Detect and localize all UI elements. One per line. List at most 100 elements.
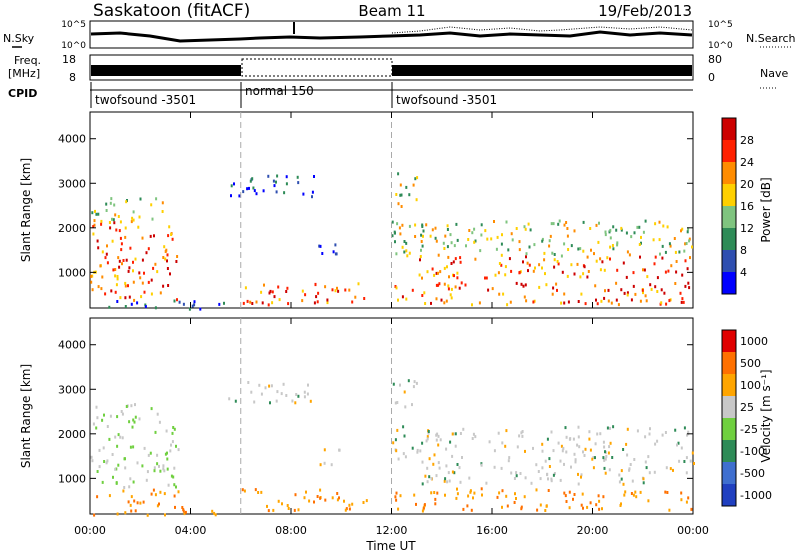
velocity-cell	[402, 452, 405, 456]
power-cell	[317, 291, 320, 295]
power-cell	[579, 275, 582, 279]
power-cell	[586, 275, 589, 279]
velocity-colorbar-tick: -100	[740, 445, 765, 458]
velocity-cell	[96, 470, 99, 473]
power-cell	[118, 265, 121, 269]
velocity-cell	[568, 490, 571, 494]
velocity-cell	[416, 450, 419, 454]
power-cell	[406, 254, 409, 258]
velocity-cell	[647, 499, 650, 503]
power-cell	[548, 239, 551, 243]
power-cell	[97, 285, 100, 289]
power-cell	[140, 295, 143, 299]
colorbar-segment	[722, 228, 736, 250]
power-cell	[500, 263, 503, 267]
power-cell	[105, 252, 108, 256]
cpid-segment-2: normal 150	[245, 84, 314, 98]
velocity-cell	[338, 448, 341, 452]
power-cell	[541, 266, 543, 270]
velocity-cell	[362, 501, 365, 504]
velocity-cell	[608, 468, 611, 472]
power-colorbar-tick: 20	[740, 178, 754, 191]
power-cell	[566, 227, 569, 230]
power-cell	[334, 243, 337, 247]
velocity-cell	[632, 493, 635, 497]
power-cell	[534, 266, 536, 270]
velocity-cell	[605, 454, 608, 458]
power-cell	[604, 233, 607, 237]
power-cell	[90, 280, 93, 284]
power-cell	[658, 220, 661, 224]
power-cell	[468, 229, 471, 232]
velocity-cell	[548, 465, 551, 468]
time-axis-label: Time UT	[365, 539, 416, 553]
velocity-cell	[177, 448, 180, 452]
velocity-cell	[297, 394, 300, 398]
power-cell	[161, 201, 164, 205]
velocity-cell	[103, 460, 106, 463]
power-cell	[576, 262, 579, 266]
power-cell	[336, 286, 338, 290]
velocity-cell	[669, 467, 672, 471]
power-cell	[437, 283, 440, 287]
power-cell	[570, 263, 573, 267]
velocity-cell	[677, 441, 680, 445]
velocity-cell	[661, 433, 664, 437]
power-cell	[129, 246, 132, 250]
velocity-cell	[595, 503, 598, 507]
velocity-cell	[158, 502, 160, 506]
velocity-cell	[563, 462, 565, 466]
velocity-cell	[147, 453, 150, 457]
power-cell	[117, 256, 120, 260]
velocity-cell	[164, 452, 167, 456]
velocity-cell	[319, 488, 322, 492]
velocity-cell	[680, 446, 683, 450]
power-cell	[566, 274, 569, 278]
power-cell	[625, 231, 628, 235]
velocity-cell	[480, 463, 483, 467]
velocity-cell	[247, 381, 250, 384]
velocity-cell	[599, 432, 602, 436]
velocity-axes: 1000 2000 3000 4000	[58, 318, 694, 514]
velocity-cell	[438, 466, 441, 470]
power-cell	[595, 223, 598, 227]
velocity-cell	[507, 459, 510, 463]
velocity-cell	[286, 504, 289, 507]
power-cell	[283, 191, 286, 195]
power-cell	[565, 221, 568, 224]
power-cell	[550, 222, 553, 226]
velocity-colorbar-tick: -1000	[740, 489, 772, 502]
power-cell	[511, 238, 514, 242]
velocity-cell	[550, 479, 553, 483]
velocity-cell	[123, 457, 126, 461]
velocity-cell	[392, 382, 395, 386]
y-tick-label: 4000	[58, 339, 86, 352]
velocity-cell	[570, 465, 572, 469]
power-cell	[685, 242, 688, 245]
power-cell	[246, 299, 249, 303]
power-cell	[640, 241, 642, 245]
power-cell	[332, 250, 335, 254]
velocity-cell	[134, 509, 137, 513]
x-tick-label: 12:00	[376, 524, 408, 537]
velocity-cell	[319, 463, 322, 467]
power-cell	[446, 245, 449, 249]
velocity-cell	[559, 459, 562, 463]
power-cell	[661, 244, 664, 248]
power-cell	[301, 299, 304, 303]
power-cell	[395, 286, 398, 290]
velocity-cell	[474, 435, 477, 439]
power-cell	[163, 245, 166, 249]
velocity-cell	[515, 497, 517, 500]
nsky-label: N.Sky	[3, 32, 35, 45]
velocity-cell	[162, 467, 165, 471]
power-cell	[611, 244, 614, 247]
power-cell	[106, 244, 108, 248]
velocity-cell	[524, 476, 527, 480]
velocity-cell	[336, 498, 339, 502]
power-cell	[242, 190, 245, 194]
power-cell	[491, 287, 494, 291]
velocity-cell	[683, 460, 686, 463]
velocity-cell	[106, 459, 109, 463]
velocity-cell	[421, 441, 424, 445]
